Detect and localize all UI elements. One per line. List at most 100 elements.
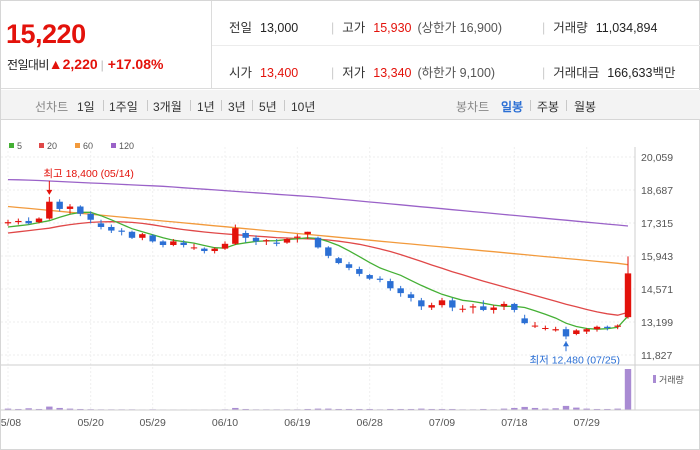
candle-chart-label: 봉차트: [456, 100, 490, 114]
legend-label-20: 20: [47, 141, 57, 151]
candle-body: [366, 275, 373, 279]
volume-bar: [480, 408, 487, 410]
volume-bar: [428, 408, 435, 410]
up-arrow-icon: ▲: [48, 56, 63, 72]
volume-bar: [387, 408, 394, 410]
y-tick-label: 15,943: [641, 251, 673, 263]
tab-1w[interactable]: 1주일: [109, 100, 138, 114]
volume-bar: [624, 369, 632, 410]
amount-stat: | 거래대금 166,633백만: [542, 66, 676, 80]
ma120-line: [7, 178, 629, 227]
volume-bar: [614, 408, 621, 410]
candle-body: [97, 223, 105, 227]
candle-body: [190, 247, 198, 249]
candle-body: [211, 248, 218, 252]
volume-bar: [335, 408, 342, 410]
candle-body: [614, 325, 621, 327]
divider: [211, 1, 212, 89]
volume-bar: [77, 408, 84, 410]
change-percent: +17.08%: [107, 56, 164, 72]
y-tick-label: 20,059: [641, 152, 673, 164]
tab-1y[interactable]: 1년: [197, 100, 215, 114]
moving-averages: [7, 178, 629, 330]
candle-body: [490, 307, 497, 310]
volume-bar: [304, 408, 311, 410]
candle-body: [469, 306, 477, 308]
x-tick-label: 05/08: [1, 417, 21, 429]
volume-legend-swatch: [653, 375, 656, 383]
tab-1d[interactable]: 1일: [77, 100, 95, 114]
tab-monthly[interactable]: 월봉: [574, 100, 597, 114]
tab-weekly[interactable]: 주봉: [537, 100, 560, 114]
volume-bar: [314, 408, 322, 410]
candle-body: [604, 326, 611, 328]
volume-bar: [325, 408, 332, 410]
candle-body: [542, 327, 549, 329]
volume-bar: [407, 408, 415, 410]
volume-bar: [15, 408, 22, 410]
candle-body: [407, 294, 415, 298]
open-stat: 시가 13,400: [229, 66, 299, 80]
candle-body: [252, 237, 260, 242]
candle-body: [521, 318, 528, 324]
y-tick-label: 18,687: [641, 185, 673, 197]
candle-body: [314, 237, 322, 248]
candle-body: [242, 232, 249, 238]
prev-close-stat: 전일 13,000: [229, 21, 299, 35]
volume-bar: [531, 407, 539, 410]
candle-body: [480, 306, 487, 310]
ma5-line: [7, 211, 629, 330]
candle-body: [149, 235, 156, 242]
candle-body: [15, 220, 22, 223]
candle-body: [128, 231, 136, 238]
tab-3y[interactable]: 3년: [228, 100, 246, 114]
candle-body: [139, 234, 146, 238]
annotations: 최고 18,400 (05/14) 최저 12,480 (07/25): [43, 168, 620, 366]
volume-bar: [418, 408, 425, 410]
volume-stat: | 거래량 11,034,894: [542, 21, 658, 35]
y-tick-label: 17,315: [641, 218, 673, 230]
candle-body: [180, 242, 187, 246]
candle-body: [273, 242, 280, 244]
candle-body: [56, 201, 63, 209]
price-change: 전일대비▲2,220 | +17.08%: [7, 56, 164, 72]
tab-5y[interactable]: 5년: [259, 100, 277, 114]
volume-bar: [583, 408, 590, 410]
volume-bar: [542, 408, 549, 410]
candle-body: [387, 281, 394, 289]
volume-bar: [552, 408, 559, 410]
x-tick-label: 07/29: [574, 417, 600, 429]
volume-bar: [4, 408, 12, 410]
tab-3m[interactable]: 3개월: [153, 100, 182, 114]
candle-body: [66, 206, 74, 209]
y-tick-label: 14,571: [641, 284, 673, 296]
candle-body: [201, 248, 208, 252]
candlestick-chart: 5 20 60 120 최고 18,400 (05/14) 최저 12,480 (07/…: [1, 141, 700, 429]
legend-label-5: 5: [17, 141, 22, 151]
candle-body: [438, 300, 446, 306]
candle-body: [87, 213, 94, 220]
volume-bar: [66, 408, 74, 410]
volume-bar: [25, 408, 32, 410]
x-tick-label: 05/29: [140, 417, 166, 429]
legend-swatch-120: [111, 143, 116, 148]
tab-10y[interactable]: 10년: [291, 100, 316, 114]
x-tick-label: 06/28: [357, 417, 383, 429]
candle-body: [232, 228, 239, 244]
candle-body: [624, 273, 632, 318]
ma60-line: [7, 205, 629, 266]
x-tick-label: 05/20: [78, 417, 104, 429]
y-tick-label: 13,199: [641, 317, 673, 329]
candle-body: [356, 269, 363, 274]
volume-label: 거래량: [659, 374, 684, 385]
volume-bar: [573, 407, 580, 410]
volume-bar: [438, 408, 446, 410]
volume-bar: [521, 406, 528, 410]
tab-daily[interactable]: 일봉: [501, 100, 524, 114]
candle-body: [583, 329, 590, 332]
candle-body: [77, 206, 84, 214]
volume-bar: [345, 408, 353, 410]
chart-grid: [1, 147, 635, 410]
legend-label-120: 120: [119, 141, 134, 151]
